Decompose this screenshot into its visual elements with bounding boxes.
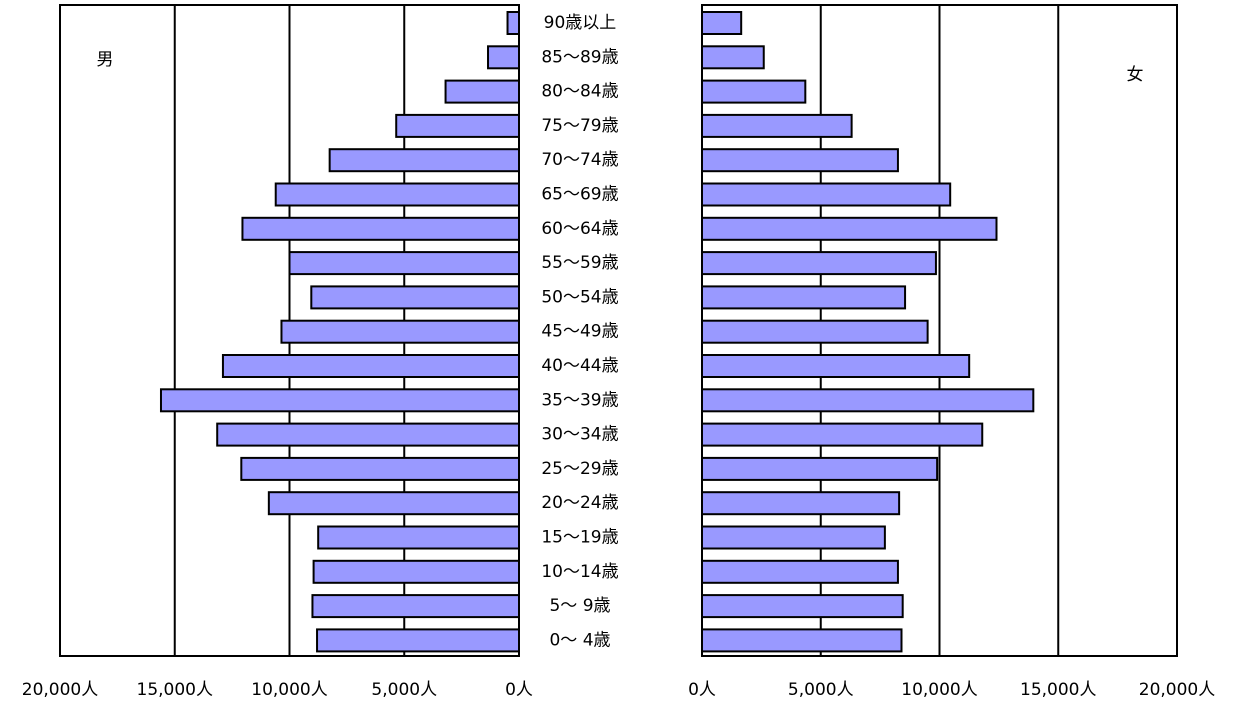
bar — [280, 319, 520, 344]
bar — [701, 79, 807, 104]
plot-frame — [701, 4, 1178, 657]
category-label: 85～89歳 — [541, 47, 618, 67]
bar — [701, 628, 903, 653]
category-label: 20～24歳 — [541, 493, 618, 513]
bar — [487, 45, 520, 70]
category-label: 25～29歳 — [541, 459, 618, 479]
bar — [395, 113, 520, 138]
bar — [312, 559, 520, 584]
bar — [444, 79, 520, 104]
bar — [274, 182, 521, 207]
bar — [701, 148, 899, 173]
bar — [701, 251, 937, 276]
bar — [288, 251, 520, 276]
bar — [216, 422, 521, 447]
category-label: 35～39歳 — [541, 390, 618, 410]
category-label: 50～54歳 — [541, 287, 618, 307]
bar — [701, 45, 765, 70]
x-tick-label: 0人 — [688, 680, 716, 700]
bar — [506, 11, 520, 35]
category-label: 40～44歳 — [541, 356, 618, 376]
bar — [701, 456, 939, 481]
legend-female: 女 — [1127, 65, 1144, 85]
bar — [701, 388, 1035, 413]
bar — [701, 594, 904, 619]
x-tick-label: 5,000人 — [788, 680, 854, 700]
category-label: 55～59歳 — [541, 253, 618, 273]
bar — [701, 354, 971, 378]
category-label: 10～14歳 — [541, 562, 618, 582]
category-label: 75～79歳 — [541, 116, 618, 136]
bar — [701, 216, 998, 241]
legend-male: 男 — [97, 50, 114, 70]
category-label: 15～19歳 — [541, 528, 618, 548]
category-label: 5～ 9歳 — [549, 596, 610, 616]
x-tick-label: 15,000人 — [1020, 680, 1096, 700]
x-tick-label: 5,000人 — [371, 680, 437, 700]
category-label: 0～ 4歳 — [549, 630, 610, 650]
bar — [240, 456, 520, 481]
x-tick-label: 10,000人 — [251, 680, 327, 700]
category-label: 65～69歳 — [541, 185, 618, 205]
x-tick-label: 10,000人 — [901, 680, 977, 700]
bar — [701, 113, 853, 138]
x-tick-label: 15,000人 — [137, 680, 213, 700]
category-label: 45～49歳 — [541, 322, 618, 342]
bar — [701, 525, 886, 550]
bar — [241, 216, 520, 241]
bar — [701, 559, 899, 584]
category-label: 70～74歳 — [541, 150, 618, 170]
bar — [701, 182, 952, 207]
x-tick-label: 20,000人 — [1139, 680, 1215, 700]
category-label: 30～34歳 — [541, 425, 618, 445]
bar — [316, 628, 521, 653]
bar — [310, 285, 520, 310]
bar — [701, 285, 907, 310]
bar — [701, 319, 929, 344]
x-tick-label: 20,000人 — [22, 680, 98, 700]
category-label: 60～64歳 — [541, 219, 618, 239]
plot-frame — [59, 4, 520, 657]
x-tick-label: 0人 — [505, 680, 533, 700]
category-label: 80～84歳 — [541, 82, 618, 102]
category-label: 90歳以上 — [544, 13, 617, 33]
bar — [701, 491, 901, 516]
bar — [328, 148, 520, 173]
bar — [311, 594, 521, 619]
bar — [317, 525, 520, 550]
bar — [267, 491, 520, 516]
bar — [221, 354, 520, 378]
bar — [159, 388, 520, 413]
bar — [701, 11, 743, 35]
bar — [701, 422, 984, 447]
